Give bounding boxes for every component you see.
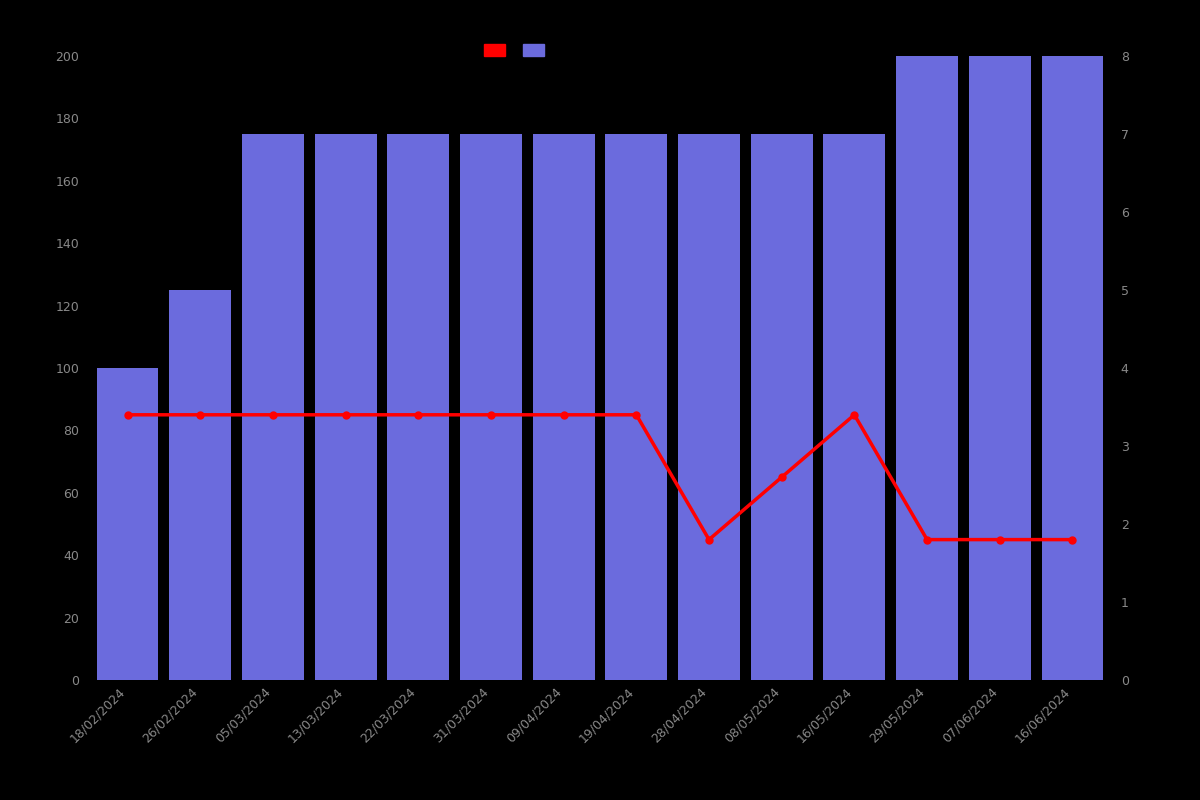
- Bar: [97, 368, 158, 680]
- Bar: [968, 56, 1031, 680]
- Bar: [823, 134, 886, 680]
- Bar: [896, 56, 958, 680]
- Bar: [606, 134, 667, 680]
- Bar: [1042, 56, 1103, 680]
- Legend: , : ,: [479, 38, 557, 63]
- Bar: [533, 134, 594, 680]
- Bar: [460, 134, 522, 680]
- Bar: [751, 134, 812, 680]
- Bar: [388, 134, 449, 680]
- Bar: [314, 134, 377, 680]
- Bar: [169, 290, 232, 680]
- Bar: [242, 134, 304, 680]
- Bar: [678, 134, 740, 680]
